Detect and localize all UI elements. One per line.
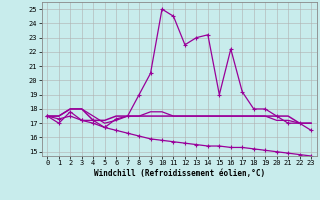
X-axis label: Windchill (Refroidissement éolien,°C): Windchill (Refroidissement éolien,°C) — [94, 169, 265, 178]
